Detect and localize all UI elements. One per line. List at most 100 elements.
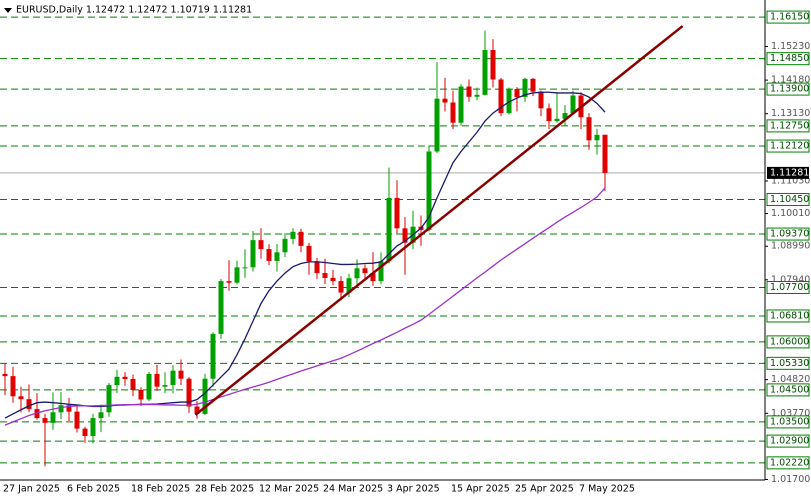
candle-body [138, 389, 144, 400]
candle-body [362, 268, 368, 274]
candle-body [306, 245, 312, 262]
x-tick-label: 24 Mar 2025 [323, 484, 383, 495]
candle-body [282, 238, 288, 253]
candle-body [74, 411, 80, 429]
level-box [766, 356, 810, 370]
candle-body [522, 78, 528, 98]
candle-body [42, 418, 48, 423]
candle-body [274, 252, 280, 261]
level-label: 1.03500 [770, 416, 809, 427]
candle-body [498, 79, 504, 114]
candle-body [346, 278, 352, 293]
candle-body [170, 370, 176, 386]
level-box [766, 309, 810, 323]
candle-body [570, 95, 576, 114]
candle-body [90, 418, 96, 436]
candle-body [298, 231, 304, 246]
candle-body [10, 376, 16, 397]
candle-body [98, 412, 104, 419]
candle-body [530, 78, 536, 92]
candle-body [602, 134, 608, 173]
candle-body [474, 94, 480, 97]
level-label: 1.02900 [770, 436, 809, 447]
level-label: 1.07700 [770, 282, 809, 293]
moving-average [4, 187, 606, 426]
candle-body [122, 376, 128, 380]
candle-body [114, 376, 120, 386]
moving-average [4, 91, 606, 419]
y-tick-label: 1.03770 [771, 408, 810, 419]
level-label: 1.14850 [770, 53, 809, 64]
level-box [766, 52, 810, 66]
y-tick-label: 1.01700 [771, 474, 810, 485]
candle-body [18, 396, 24, 400]
level-box [766, 335, 810, 349]
candle-body [442, 98, 448, 103]
x-tick-label: 25 Apr 2025 [515, 484, 574, 495]
candle-body [186, 378, 192, 407]
candle-body [178, 370, 184, 379]
candle-body [458, 86, 464, 123]
current-price-label: 1.11281 [770, 167, 809, 178]
y-tick-label: 1.08990 [771, 241, 810, 252]
candle-body [154, 373, 160, 387]
x-tick-label: 15 Apr 2025 [451, 484, 510, 495]
level-box [766, 82, 810, 96]
candle-body [554, 118, 560, 122]
candle-body [130, 379, 136, 390]
candle-body [322, 273, 328, 278]
candle-body [434, 98, 440, 152]
candle-body [162, 385, 168, 387]
candle-body [226, 281, 232, 283]
x-tick-label: 18 Feb 2025 [131, 484, 190, 495]
candle-body [354, 268, 360, 279]
level-box [766, 227, 810, 241]
level-box [766, 192, 810, 206]
y-tick-label: 1.13130 [771, 108, 810, 119]
level-box [766, 10, 810, 24]
level-box [766, 280, 810, 294]
level-label: 1.04500 [770, 384, 809, 395]
candle-body [242, 267, 248, 269]
y-tick-label: 1.07940 [771, 274, 810, 285]
candle-body [386, 197, 392, 262]
candle-body [594, 134, 600, 141]
candle-body [50, 412, 56, 423]
y-tick-label: 1.10010 [771, 208, 810, 219]
level-label: 1.16150 [770, 12, 809, 23]
level-label: 1.06810 [770, 310, 809, 321]
level-box [766, 456, 810, 470]
level-box [766, 383, 810, 397]
candle-body [378, 261, 384, 282]
candle-body [82, 428, 88, 436]
candle-body [490, 50, 496, 80]
candle-body [586, 117, 592, 141]
x-tick-label: 7 May 2025 [579, 484, 635, 495]
candle-body [314, 261, 320, 274]
level-label: 1.10450 [770, 194, 809, 205]
candle-body [250, 240, 256, 268]
candle-body [210, 333, 216, 379]
candle-body [402, 228, 408, 243]
candle-body [146, 373, 152, 400]
candle-body [482, 50, 488, 95]
trendline [194, 25, 684, 416]
candle-body [106, 385, 112, 413]
candle-body [394, 197, 400, 229]
candle-body [266, 249, 272, 261]
candle-body [66, 405, 72, 412]
y-tick-label: 1.04820 [771, 374, 810, 385]
candle-body [26, 399, 32, 410]
level-label: 1.12120 [770, 141, 809, 152]
chart-title: EURUSD,Daily 1.12472 1.12472 1.10719 1.1… [16, 5, 252, 16]
candle-body [514, 89, 520, 98]
symbol-icon [4, 8, 12, 13]
candle-body [2, 373, 8, 377]
level-label: 1.09370 [770, 229, 809, 240]
level-label: 1.05330 [770, 358, 809, 369]
x-tick-label: 28 Feb 2025 [195, 484, 254, 495]
candle-body [426, 151, 432, 230]
level-box [766, 415, 810, 429]
y-tick-label: 1.15230 [771, 41, 810, 52]
